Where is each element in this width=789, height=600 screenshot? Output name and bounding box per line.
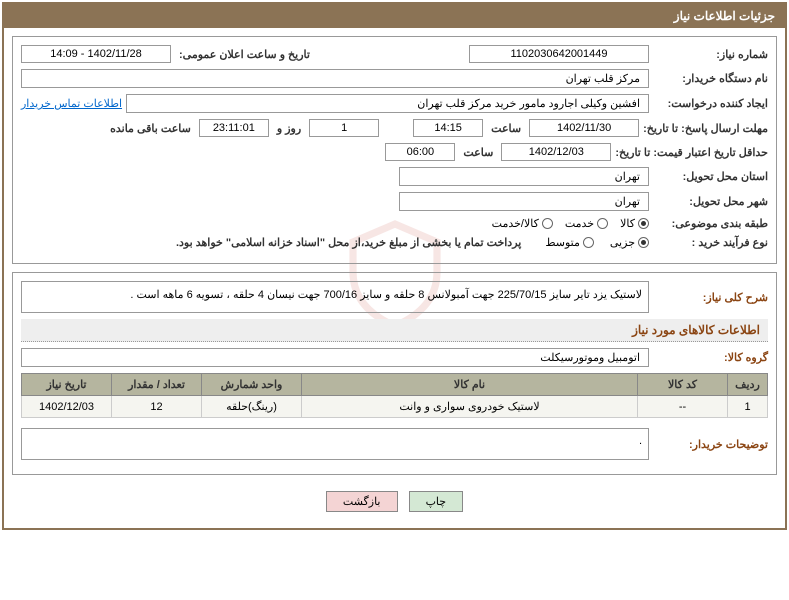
panel-title: جزئیات اطلاعات نیاز [674, 9, 775, 23]
row-process: نوع فرآیند خرید : جزیی متوسط پرداخت تمام… [21, 236, 768, 249]
deadline-time: 14:15 [413, 119, 483, 137]
number-label: شماره نیاز: [653, 48, 768, 61]
deadline-label: مهلت ارسال پاسخ: تا تاریخ: [643, 122, 768, 135]
cell-date: 1402/12/03 [22, 396, 112, 418]
items-section-title: اطلاعات کالاهای مورد نیاز [21, 319, 768, 342]
desc-text: لاستیک یزد تایر سایز 225/70/15 جهت آمبول… [21, 281, 649, 313]
validity-date: 1402/12/03 [501, 143, 611, 161]
items-table: ردیف کد کالا نام کالا واحد شمارش تعداد /… [21, 373, 768, 418]
radio-icon [542, 218, 553, 229]
days-field: 1 [309, 119, 379, 137]
process-label: نوع فرآیند خرید : [653, 236, 768, 249]
buyer-notes-label: توضیحات خریدار: [653, 438, 768, 451]
contact-link[interactable]: اطلاعات تماس خریدار [21, 97, 122, 110]
radio-service[interactable]: خدمت [565, 217, 608, 230]
row-number: شماره نیاز: 1102030642001449 تاریخ و ساع… [21, 45, 768, 63]
back-button[interactable]: بازگشت [326, 491, 398, 512]
print-button[interactable]: چاپ [409, 491, 464, 512]
group-field: اتومبیل وموتورسیکلت [21, 348, 649, 367]
th-code: کد کالا [638, 374, 728, 396]
radio-icon [597, 218, 608, 229]
th-name: نام کالا [302, 374, 638, 396]
th-qty: تعداد / مقدار [112, 374, 202, 396]
validity-time: 06:00 [385, 143, 455, 161]
number-field: 1102030642001449 [469, 45, 649, 63]
panel-header: جزئیات اطلاعات نیاز [4, 4, 785, 28]
desc-label: شرح کلی نیاز: [653, 291, 768, 304]
validity-label: حداقل تاریخ اعتبار قیمت: تا تاریخ: [615, 146, 768, 159]
radio-icon [583, 237, 594, 248]
org-field: مرکز قلب تهران [21, 69, 649, 88]
table-row: 1 -- لاستیک خودروی سواری و وانت (رینگ)حل… [22, 396, 768, 418]
subject-type-label: طبقه بندی موضوعی: [653, 217, 768, 230]
city-label: شهر محل تحویل: [653, 195, 768, 208]
remaining-label: ساعت باقی مانده [110, 122, 191, 135]
cell-row: 1 [728, 396, 768, 418]
row-group: گروه کالا: اتومبیل وموتورسیکلت [21, 348, 768, 367]
requester-field: افشین وکیلی اجارود مامور خرید مرکز قلب ت… [126, 94, 649, 113]
group-label: گروه کالا: [653, 351, 768, 364]
info-fieldset: شماره نیاز: 1102030642001449 تاریخ و ساع… [12, 36, 777, 264]
cell-code: -- [638, 396, 728, 418]
announce-field: 1402/11/28 - 14:09 [21, 45, 171, 63]
row-desc: شرح کلی نیاز: لاستیک یزد تایر سایز 225/7… [21, 281, 768, 313]
radio-icon [638, 237, 649, 248]
cell-name: لاستیک خودروی سواری و وانت [302, 396, 638, 418]
deadline-date: 1402/11/30 [529, 119, 639, 137]
row-requester: ایجاد کننده درخواست: افشین وکیلی اجارود … [21, 94, 768, 113]
days-label: روز و [277, 122, 301, 135]
province-label: استان محل تحویل: [653, 170, 768, 183]
requester-label: ایجاد کننده درخواست: [653, 97, 768, 110]
process-note: پرداخت تمام یا بخشی از مبلغ خرید،از محل … [176, 236, 521, 249]
content-area: شماره نیاز: 1102030642001449 تاریخ و ساع… [4, 28, 785, 528]
main-panel: جزئیات اطلاعات نیاز شماره نیاز: 11020306… [2, 2, 787, 530]
row-deadline: مهلت ارسال پاسخ: تا تاریخ: 1402/11/30 سا… [21, 119, 768, 137]
province-field: تهران [399, 167, 649, 186]
table-header-row: ردیف کد کالا نام کالا واحد شمارش تعداد /… [22, 374, 768, 396]
buyer-notes-text: . [21, 428, 649, 460]
hour-label-2: ساعت [463, 146, 493, 159]
th-date: تاریخ نیاز [22, 374, 112, 396]
row-city: شهر محل تحویل: تهران [21, 192, 768, 211]
hour-label-1: ساعت [491, 122, 521, 135]
th-row: ردیف [728, 374, 768, 396]
announce-label: تاریخ و ساعت اعلان عمومی: [179, 48, 310, 61]
radio-medium[interactable]: متوسط [545, 236, 594, 249]
cell-qty: 12 [112, 396, 202, 418]
button-bar: چاپ بازگشت [12, 483, 777, 520]
subject-radio-group: کالا خدمت کالا/خدمت [21, 217, 649, 230]
row-buyer-notes: توضیحات خریدار: . [21, 428, 768, 460]
org-label: نام دستگاه خریدار: [653, 72, 768, 85]
desc-fieldset: شرح کلی نیاز: لاستیک یزد تایر سایز 225/7… [12, 272, 777, 475]
row-subject-type: طبقه بندی موضوعی: کالا خدمت کالا/خدمت [21, 217, 768, 230]
city-field: تهران [399, 192, 649, 211]
row-province: استان محل تحویل: تهران [21, 167, 768, 186]
cell-unit: (رینگ)حلقه [202, 396, 302, 418]
radio-partial[interactable]: جزیی [610, 236, 649, 249]
th-unit: واحد شمارش [202, 374, 302, 396]
row-org: نام دستگاه خریدار: مرکز قلب تهران [21, 69, 768, 88]
remaining-time: 23:11:01 [199, 119, 269, 137]
radio-both[interactable]: کالا/خدمت [492, 217, 553, 230]
radio-goods[interactable]: کالا [620, 217, 649, 230]
row-validity: حداقل تاریخ اعتبار قیمت: تا تاریخ: 1402/… [21, 143, 768, 161]
radio-icon [638, 218, 649, 229]
